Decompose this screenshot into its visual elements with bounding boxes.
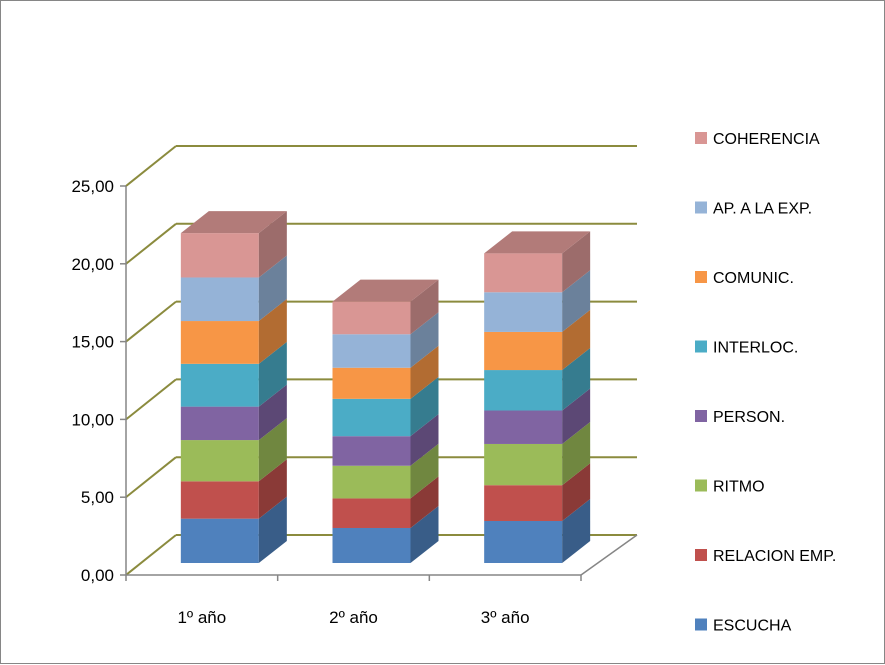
bar-segment	[180, 363, 259, 407]
bar-segment	[180, 321, 259, 364]
bar-segment-side	[410, 414, 439, 466]
legend-swatch	[695, 549, 707, 561]
legend-swatch	[695, 201, 707, 214]
legend-label: AP. A LA EXP.	[713, 201, 812, 218]
bar-segment	[180, 233, 259, 278]
bar-segment	[484, 443, 563, 486]
legend-swatch	[695, 618, 707, 631]
bar-segment	[484, 292, 563, 332]
gridline-side	[125, 223, 177, 265]
y-tick-label: 20,00	[71, 255, 114, 274]
legend-label: ESCUCHA	[713, 618, 792, 635]
y-tick-label: 10,00	[71, 410, 114, 429]
y-tick-label: 5,00	[81, 488, 114, 507]
bar-segment	[484, 485, 563, 521]
floor-side-edge	[125, 534, 177, 576]
bar-top	[484, 231, 591, 254]
y-axis-ticks: 0,00 5,00 10,00 15,00 20,00 25,00	[71, 177, 114, 585]
legend-label: RELACION EMP.	[713, 548, 836, 565]
bar-segment-side	[258, 255, 287, 322]
x-tick-label: 3º año	[481, 608, 530, 627]
bar-segment-side	[562, 270, 591, 332]
legend-label: RITMO	[713, 479, 765, 496]
bar-segment-side	[562, 421, 591, 486]
gridline-side	[125, 145, 177, 187]
bar-segment-side	[410, 345, 439, 399]
bar-segment	[180, 440, 259, 482]
bar-segment	[332, 465, 411, 499]
gridline-side	[125, 456, 177, 498]
gridline-side	[125, 300, 177, 343]
bar-segment-side	[410, 505, 439, 563]
legend-swatch	[695, 479, 707, 492]
bar-top	[332, 279, 439, 302]
bar-segment	[332, 527, 411, 563]
floor-right-edge	[580, 534, 638, 576]
bar-segment	[180, 518, 259, 563]
bar-segment-side	[562, 348, 591, 411]
bar-top	[180, 211, 287, 234]
x-tick-label: 2º año	[329, 608, 378, 627]
legend-swatch	[695, 410, 707, 422]
legend-swatch	[695, 271, 707, 283]
bar-segment	[484, 410, 563, 444]
bar-segment	[484, 520, 563, 563]
bar-segment-side	[258, 211, 287, 278]
bar-segment-side	[258, 418, 287, 482]
x-axis-ticks: 1º año 2º año 3º año	[177, 608, 529, 627]
y-tick-label: 25,00	[71, 177, 114, 196]
bar-segment	[180, 406, 259, 441]
y-tick-label: 0,00	[81, 566, 114, 585]
y-tick-label: 15,00	[71, 333, 114, 352]
bar-segment	[180, 481, 259, 519]
legend-label: COHERENCIA	[713, 131, 820, 148]
bar-segment	[484, 331, 563, 371]
bar-segment-side	[258, 299, 287, 364]
bar-segment	[484, 253, 563, 293]
legend-label: COMUNIC.	[713, 270, 794, 287]
bar-segment	[332, 398, 411, 437]
bar-segment-side	[410, 376, 439, 437]
gridline-side	[125, 378, 177, 421]
bar-segment	[332, 334, 411, 368]
bar-segment-side	[258, 496, 287, 563]
bar-segment-side	[410, 476, 439, 528]
bar-segment	[332, 436, 411, 466]
bar-segment-side	[258, 459, 287, 519]
bar-segment-side	[258, 384, 287, 441]
legend-swatch	[695, 340, 707, 353]
x-tick-label: 1º año	[177, 608, 226, 627]
bar-segment	[332, 301, 411, 335]
bar-segment-side	[410, 312, 439, 368]
bars	[180, 211, 591, 563]
bar-segment	[332, 498, 411, 528]
legend-label: INTERLOC.	[713, 340, 798, 357]
bar-segment-side	[410, 279, 439, 335]
bar-segment-side	[258, 341, 287, 407]
legend-swatch	[695, 132, 707, 144]
legend-label: PERSON.	[713, 409, 785, 426]
bar-segment-side	[562, 388, 591, 444]
bar-segment-side	[562, 498, 591, 563]
bar-segment-side	[410, 443, 439, 499]
bar-segment	[332, 367, 411, 399]
legend: COHERENCIA AP. A LA EXP. COMUNIC. INTERLOC.…	[695, 131, 836, 635]
bar-segment	[180, 277, 259, 322]
bar-segment-side	[562, 463, 591, 521]
bar-segment	[484, 370, 563, 411]
bar-segment-side	[562, 231, 591, 293]
bar-segment-side	[562, 309, 591, 371]
